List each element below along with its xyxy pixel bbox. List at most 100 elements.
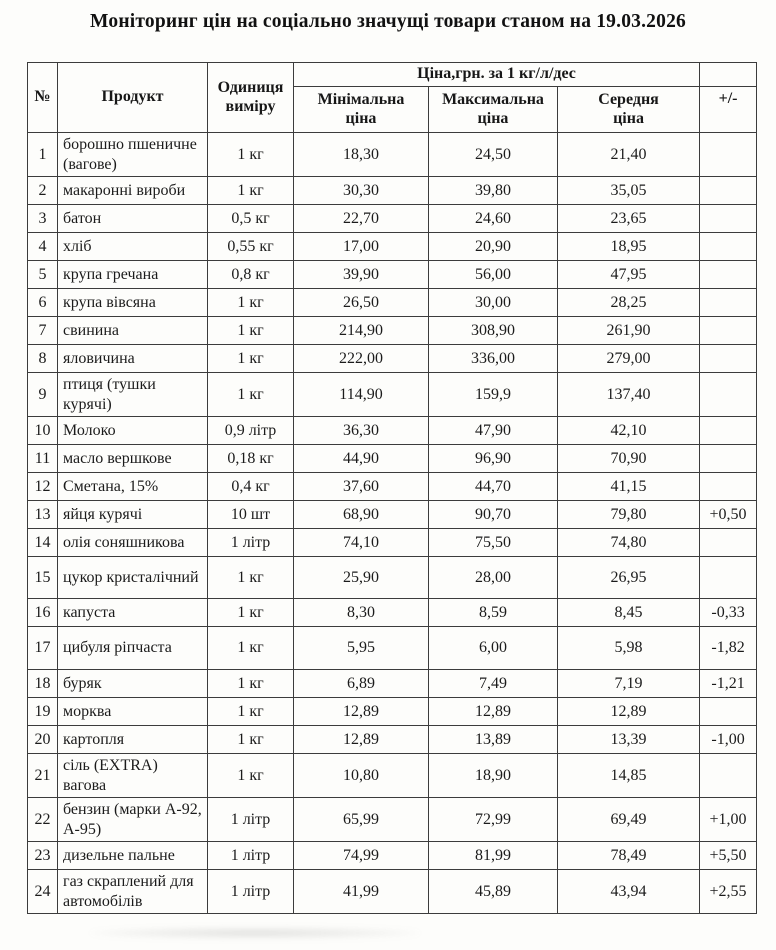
product-name: хліб (57, 232, 208, 262)
avg-price: 12,89 (556, 697, 701, 727)
product-name: цибуля ріпчаста (57, 626, 208, 671)
delta-value (699, 372, 758, 418)
table-row: 24 газ скраплений для автомобілів 1 літр 41… (27, 869, 758, 915)
header-product: Продукт (57, 62, 208, 133)
delta-value: -1,21 (699, 669, 758, 699)
row-number: 18 (27, 669, 58, 699)
delta-value (699, 753, 758, 799)
min-price: 37,60 (293, 472, 429, 502)
table-row: 5 крупа гречана 0,8 кг 39,90 56,00 47,95 (27, 260, 758, 290)
max-price: 45,89 (428, 869, 558, 915)
header-delta-spacer (699, 62, 758, 87)
product-name: дизельне пальне (57, 841, 208, 871)
avg-price: 70,90 (556, 444, 701, 474)
row-number: 21 (27, 753, 58, 799)
avg-price: 8,45 (556, 598, 701, 628)
table-header: № Продукт Одиниця виміру Ціна,грн. за 1 … (27, 62, 758, 133)
product-name: олія соняшникова (57, 528, 208, 558)
table-row: 11 масло вершкове 0,18 кг 44,90 96,90 70,90 (27, 444, 758, 474)
product-name: крупа вівсяна (57, 288, 208, 318)
avg-price: 74,80 (556, 528, 701, 558)
max-price: 72,99 (428, 797, 558, 843)
max-price: 47,90 (428, 416, 558, 446)
min-price: 17,00 (293, 232, 429, 262)
delta-value (699, 316, 758, 346)
delta-value (699, 528, 758, 558)
product-name: масло вершкове (57, 444, 208, 474)
min-price: 114,90 (293, 372, 429, 418)
table-row: 3 батон 0,5 кг 22,70 24,60 23,65 (27, 204, 758, 234)
unit-value: 1 кг (207, 176, 294, 206)
min-price: 25,90 (293, 556, 429, 600)
row-number: 8 (27, 344, 58, 374)
row-number: 1 (27, 131, 58, 178)
delta-value (699, 444, 758, 474)
unit-value: 1 літр (207, 797, 294, 843)
delta-value: -1,82 (699, 626, 758, 671)
delta-value (699, 260, 758, 290)
min-price: 68,90 (293, 500, 429, 530)
header-min-price: Мінімальна ціна (293, 86, 429, 133)
row-number: 12 (27, 472, 58, 502)
max-price: 18,90 (428, 753, 558, 799)
table-row: 16 капуста 1 кг 8,30 8,59 8,45 -0,33 (27, 598, 758, 628)
max-price: 75,50 (428, 528, 558, 558)
page-title: Моніторинг цін на соціально значущі това… (90, 11, 686, 32)
price-table-body: 1 борошно пшеничне (вагове) 1 кг 18,30 24,50… (27, 131, 758, 915)
product-name: птиця (тушки курячі) (57, 372, 208, 418)
max-price: 13,89 (428, 725, 558, 755)
max-price: 56,00 (428, 260, 558, 290)
unit-value: 1 кг (207, 753, 294, 799)
delta-value (699, 204, 758, 234)
table-row: 15 цукор кристалічний 1 кг 25,90 28,00 26,95 (27, 556, 758, 600)
min-price: 44,90 (293, 444, 429, 474)
avg-price: 279,00 (556, 344, 701, 374)
max-price: 44,70 (428, 472, 558, 502)
unit-value: 1 кг (207, 626, 294, 671)
unit-value: 0,55 кг (207, 232, 294, 262)
avg-price: 137,40 (556, 372, 701, 418)
min-price: 26,50 (293, 288, 429, 318)
table-row: 22 бензин (марки А-92, А-95) 1 літр 65,99 72… (27, 797, 758, 843)
header-number: № (27, 62, 58, 133)
row-number: 17 (27, 626, 58, 671)
min-price: 5,95 (293, 626, 429, 671)
product-name: сіль (EXTRA) вагова (57, 753, 208, 799)
min-price: 10,80 (293, 753, 429, 799)
product-name: крупа гречана (57, 260, 208, 290)
product-name: яйця курячі (57, 500, 208, 530)
min-price: 12,89 (293, 725, 429, 755)
max-price: 308,90 (428, 316, 558, 346)
row-number: 15 (27, 556, 58, 600)
max-price: 30,00 (428, 288, 558, 318)
delta-value (699, 697, 758, 727)
unit-value: 0,8 кг (207, 260, 294, 290)
min-price: 214,90 (293, 316, 429, 346)
min-price: 8,30 (293, 598, 429, 628)
table-row: 9 птиця (тушки курячі) 1 кг 114,90 159,9 137,… (27, 372, 758, 418)
unit-value: 1 кг (207, 725, 294, 755)
table-row: 2 макаронні вироби 1 кг 30,30 39,80 35,05 (27, 176, 758, 206)
min-price: 74,10 (293, 528, 429, 558)
product-name: свинина (57, 316, 208, 346)
table-row: 23 дизельне пальне 1 літр 74,99 81,99 78,49 +5… (27, 841, 758, 871)
unit-value: 1 літр (207, 528, 294, 558)
avg-price: 42,10 (556, 416, 701, 446)
min-price: 12,89 (293, 697, 429, 727)
row-number: 3 (27, 204, 58, 234)
table-row: 14 олія соняшникова 1 літр 74,10 75,50 74,80 (27, 528, 758, 558)
delta-value: +0,50 (699, 500, 758, 530)
min-price: 41,99 (293, 869, 429, 915)
unit-value: 1 кг (207, 288, 294, 318)
max-price: 159,9 (428, 372, 558, 418)
product-name: батон (57, 204, 208, 234)
product-name: борошно пшеничне (вагове) (57, 131, 208, 178)
product-name: яловичина (57, 344, 208, 374)
max-price: 336,00 (428, 344, 558, 374)
unit-value: 1 кг (207, 697, 294, 727)
delta-value (699, 556, 758, 600)
product-name: картопля (57, 725, 208, 755)
row-number: 23 (27, 841, 58, 871)
row-number: 4 (27, 232, 58, 262)
avg-price: 79,80 (556, 500, 701, 530)
